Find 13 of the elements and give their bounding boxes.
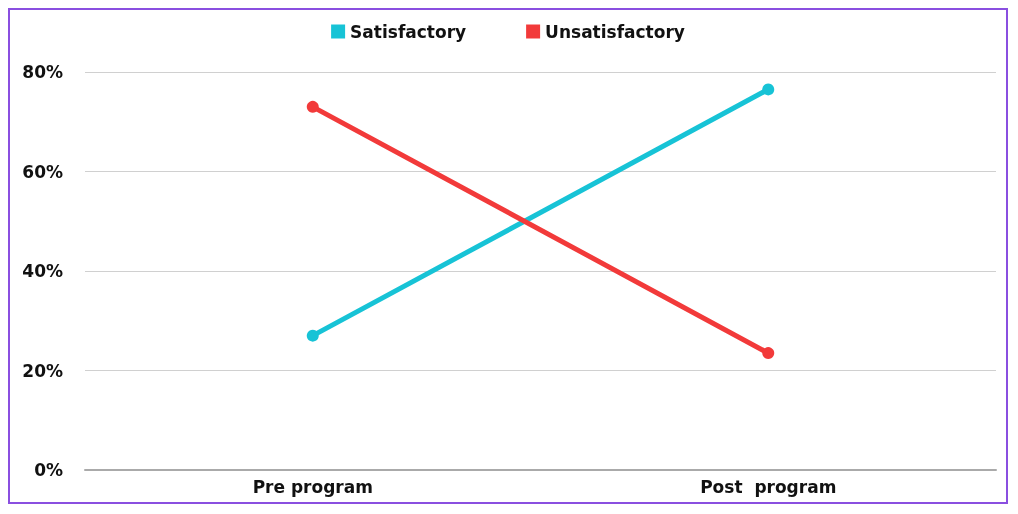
point [306, 329, 319, 342]
x-tick-label: Pre program [252, 476, 373, 497]
y-tick-label: 80% [22, 62, 63, 82]
y-tick-label: 40% [22, 261, 63, 281]
y-tick-label: 0% [34, 460, 63, 480]
y-tick-label: 20% [22, 360, 63, 381]
point [762, 83, 775, 96]
point [306, 100, 319, 113]
point [762, 347, 775, 360]
x-tick-label: Post program [700, 476, 837, 497]
legend-label: Satisfactory [350, 21, 467, 42]
legend-label: Unsatisfactory [545, 21, 685, 42]
y-tick-label: 60% [22, 161, 63, 182]
